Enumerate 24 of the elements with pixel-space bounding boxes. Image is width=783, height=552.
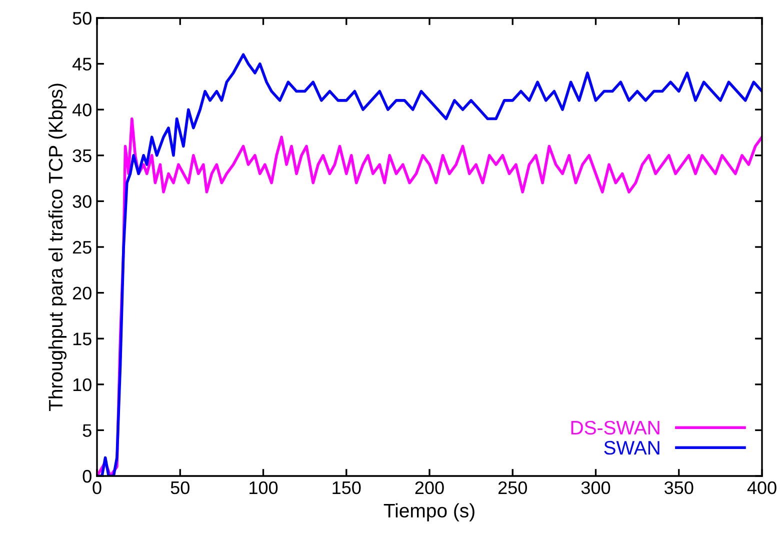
y-tick-label: 50 xyxy=(72,12,92,25)
y-tick-label: 30 xyxy=(72,195,92,208)
x-tick-label: 200 xyxy=(415,481,444,494)
y-tick-label: 15 xyxy=(73,332,92,346)
x-tick-label: 150 xyxy=(332,481,361,494)
x-tick-label: 350 xyxy=(664,481,694,494)
y-tick-label: 25 xyxy=(72,240,92,254)
y-tick-label: 35 xyxy=(72,149,92,162)
legend-label: DS-SWAN xyxy=(571,420,660,435)
y-axis-title: Throughput para el trafico TCP (Kbps) xyxy=(48,84,66,412)
x-tick-label: 50 xyxy=(170,481,190,494)
y-tick-label: 40 xyxy=(72,104,92,116)
y-tick-label: 10 xyxy=(73,378,92,392)
x-tick-label: 0 xyxy=(92,481,102,494)
y-tick-label: 0 xyxy=(82,470,92,483)
x-tick-label: 300 xyxy=(581,481,610,494)
y-tick-label: 20 xyxy=(72,286,92,300)
x-tick-label: 250 xyxy=(498,481,527,494)
y-tick-label: 5 xyxy=(82,424,92,437)
legend-label: SWAN xyxy=(604,440,660,455)
x-axis-title: Tiempo (s) xyxy=(384,503,474,522)
x-tick-label: 400 xyxy=(747,481,776,494)
x-tick-label: 100 xyxy=(250,481,278,494)
y-tick-label: 45 xyxy=(72,58,92,71)
